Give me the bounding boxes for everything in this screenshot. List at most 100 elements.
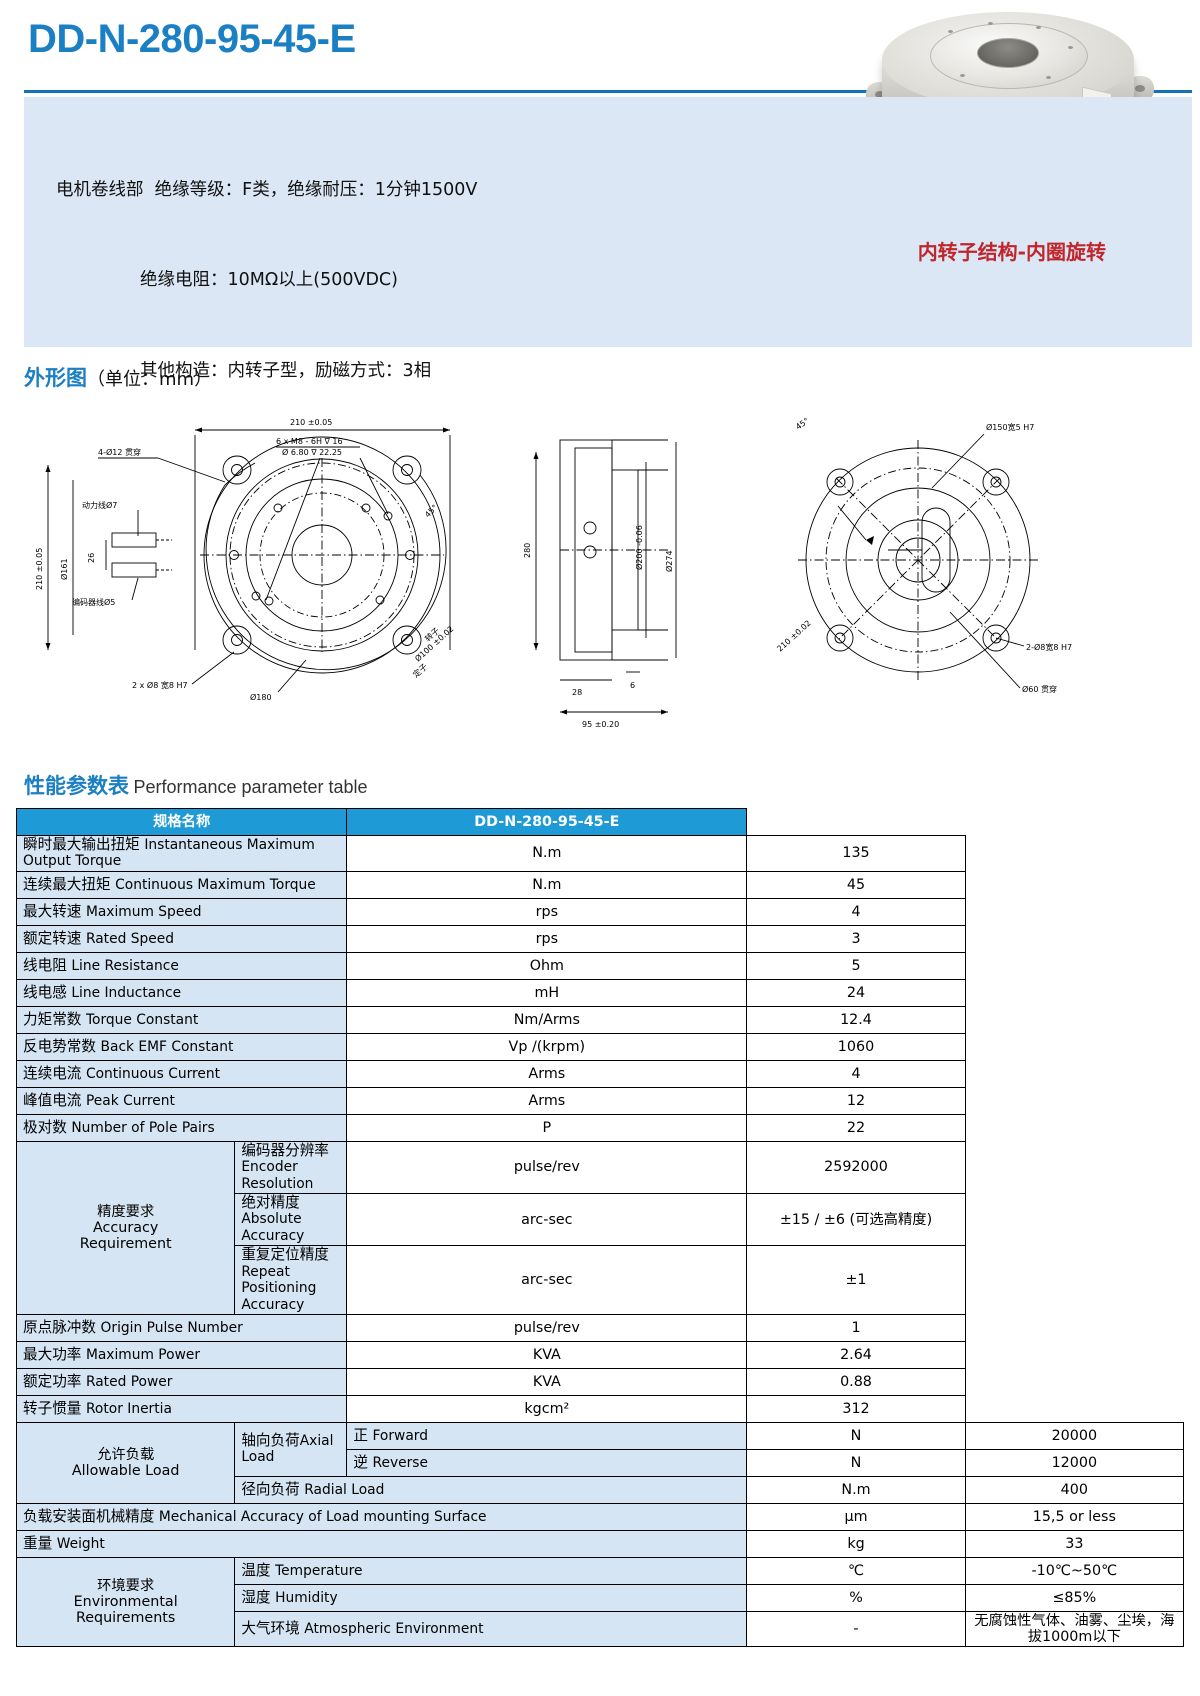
sub-group-axial-load: 轴向负荷Axial Load xyxy=(234,1421,348,1477)
rotor-structure-note: 内转子结构-内圈旋转 xyxy=(917,240,1106,264)
bolt-hole-icon xyxy=(948,30,953,33)
param-name: 径向负荷 Radial Load xyxy=(234,1475,748,1504)
perf-title-cn: 性能参数表 xyxy=(24,774,129,798)
table-row: 线电阻 Line Resistance Ohm 5 xyxy=(15,951,1184,980)
param-name: 线电感 Line Inductance xyxy=(15,978,348,1007)
label-pin-holes: 2 x Ø8 宽8 H7 xyxy=(132,680,188,690)
param-value: 312 xyxy=(746,1394,966,1423)
param-value: 15,5 or less xyxy=(964,1502,1185,1531)
param-unit: rps xyxy=(346,924,748,953)
bolt-hole-icon xyxy=(1036,26,1041,29)
param-value: 2592000 xyxy=(746,1140,966,1195)
table-header-row: 规格名称 DD-N-280-95-45-E xyxy=(15,808,1184,836)
group-label-en2: Requirement xyxy=(79,1235,172,1252)
param-name: 编码器分辨率 Encoder Resolution xyxy=(234,1140,348,1195)
title-row: DD-N-280-95-45-E xyxy=(0,0,1200,60)
group-label-cn: 精度要求 xyxy=(97,1203,155,1220)
param-name: 瞬时最大输出扭矩 Instantaneous Maximum Output To… xyxy=(15,835,348,872)
param-name: 大气环境 Atmospheric Environment xyxy=(234,1610,748,1647)
param-unit: Nm/Arms xyxy=(346,1005,748,1034)
motor-center-bore xyxy=(977,38,1039,68)
label-bolt-note2: Ø 6.80 ∇ 22.25 xyxy=(282,447,342,457)
table-row: 额定转速 Rated Speed rps 3 xyxy=(15,924,1184,953)
param-name: 连续最大扭矩 Continuous Maximum Torque xyxy=(15,870,348,899)
table-row-env: 大气环境 Atmospheric Environment - 无腐蚀性气体、油雾… xyxy=(17,1610,1185,1647)
table-row: 最大转速 Maximum Speed rps 4 xyxy=(15,897,1184,926)
param-value: 0.88 xyxy=(746,1367,966,1396)
param-value: -10℃~50℃ xyxy=(964,1556,1185,1585)
param-value: 33 xyxy=(964,1529,1185,1558)
param-name: 最大功率 Maximum Power xyxy=(15,1340,348,1369)
param-unit: arc-sec xyxy=(346,1193,748,1247)
table-row: 最大功率 Maximum Power KVA 2.64 xyxy=(15,1340,1184,1369)
spec-line: 其他构造：内转子型，励磁方式：3相 xyxy=(140,360,432,381)
table-row: 负载安装面机械精度 Mechanical Accuracy of Load mo… xyxy=(15,1502,1185,1531)
param-unit: Vp /(krpm) xyxy=(346,1032,748,1061)
param-value: 无腐蚀性气体、油雾、尘埃，海拔1000m以下 xyxy=(964,1610,1185,1647)
param-name: 湿度 Humidity xyxy=(234,1583,748,1612)
param-name: 最大转速 Maximum Speed xyxy=(15,897,348,926)
param-name: 转子惯量 Rotor Inertia xyxy=(15,1394,348,1423)
param-name: 线电阻 Line Resistance xyxy=(15,951,348,980)
param-unit: N xyxy=(746,1421,966,1450)
label-dia-180: Ø180 xyxy=(250,692,272,702)
title-divider xyxy=(24,90,1192,93)
bolt-hole-icon xyxy=(1068,46,1073,49)
param-value: ±15 / ±6 (可选高精度) xyxy=(746,1193,966,1247)
table-row-load: 允许负载 Allowable Load 轴向负荷Axial Load 正 For… xyxy=(15,1421,1185,1504)
param-unit: rps xyxy=(346,897,748,926)
param-value: 135 xyxy=(746,835,966,872)
bolt-hole-icon xyxy=(960,74,965,77)
param-unit: Ohm xyxy=(346,951,748,980)
group-label-en2: Requirements xyxy=(75,1609,176,1626)
table-row: 线电感 Line Inductance mH 24 xyxy=(15,978,1184,1007)
param-name: 温度 Temperature xyxy=(234,1556,748,1585)
param-value: 1060 xyxy=(746,1032,966,1061)
param-name: 连续电流 Continuous Current xyxy=(15,1059,348,1088)
table-row: 力矩常数 Torque Constant Nm/Arms 12.4 xyxy=(15,1005,1184,1034)
param-value: 22 xyxy=(746,1113,966,1142)
param-value: ±1 xyxy=(746,1245,966,1315)
table-row: 重量 Weight kg 33 xyxy=(15,1529,1185,1558)
param-name: 绝对精度 Absolute Accuracy xyxy=(234,1193,348,1247)
rear-view: 45° Ø150宽5 H7 210 ±0.02 2-Ø8宽8 H7 Ø60 贯穿 xyxy=(775,416,1072,694)
dim-dia-161: Ø161 xyxy=(59,558,69,580)
header-spec-name: 规格名称 xyxy=(15,808,348,836)
param-value: 24 xyxy=(746,978,966,1007)
param-value: ≤85% xyxy=(964,1583,1185,1612)
group-label-en1: Accuracy xyxy=(93,1219,159,1236)
bolt-hole-icon xyxy=(1046,76,1051,79)
side-view: 280 Ø200 -0.06 Ø274 28 6 95 ±0.20 xyxy=(523,439,677,729)
table-row: 转子惯量 Rotor Inertia kgcm² 312 xyxy=(15,1394,1184,1423)
param-unit: kg xyxy=(746,1529,966,1558)
dim-side-28: 28 xyxy=(572,688,582,697)
dim-side-dia-200: Ø200 -0.06 xyxy=(634,525,644,570)
param-unit: pulse/rev xyxy=(346,1140,748,1195)
table-row-accuracy: 精度要求 Accuracy Requirement 编码器分辨率 Encoder… xyxy=(15,1140,1184,1315)
param-value: 4 xyxy=(746,1059,966,1088)
param-name: 重复定位精度 Repeat Positioning Accuracy xyxy=(234,1245,348,1315)
param-unit: KVA xyxy=(346,1367,748,1396)
param-name: 额定功率 Rated Power xyxy=(15,1367,348,1396)
param-value: 1 xyxy=(746,1313,966,1342)
group-label-environmental: 环境要求 Environmental Requirements xyxy=(15,1556,236,1647)
group-label-cn: 环境要求 xyxy=(97,1577,155,1594)
param-value: 2.64 xyxy=(746,1340,966,1369)
dim-front-width: 210 ±0.05 xyxy=(290,418,332,427)
param-unit: - xyxy=(746,1610,966,1647)
param-name: 额定转速 Rated Speed xyxy=(15,924,348,953)
label-angle-45: 45° xyxy=(423,503,439,519)
param-unit: mH xyxy=(346,978,748,1007)
param-unit: ℃ xyxy=(746,1556,966,1585)
table-row: 极对数 Number of Pole Pairs P 22 xyxy=(15,1113,1184,1142)
param-unit: Arms xyxy=(346,1086,748,1115)
param-name: 力矩常数 Torque Constant xyxy=(15,1005,348,1034)
param-name: 原点脉冲数 Origin Pulse Number xyxy=(15,1313,348,1342)
outline-drawing: 210 ±0.05 210 ±0.05 Ø161 xyxy=(20,400,1180,760)
group-label-allowable-load: 允许负载 Allowable Load xyxy=(15,1421,236,1504)
param-value: 400 xyxy=(964,1475,1185,1504)
table-row: 连续电流 Continuous Current Arms 4 xyxy=(15,1059,1184,1088)
perf-title-en: Performance parameter table xyxy=(133,777,368,797)
table-row: 连续最大扭矩 Continuous Maximum Torque N.m 45 xyxy=(15,870,1184,899)
param-name: 负载安装面机械精度 Mechanical Accuracy of Load mo… xyxy=(15,1502,748,1531)
